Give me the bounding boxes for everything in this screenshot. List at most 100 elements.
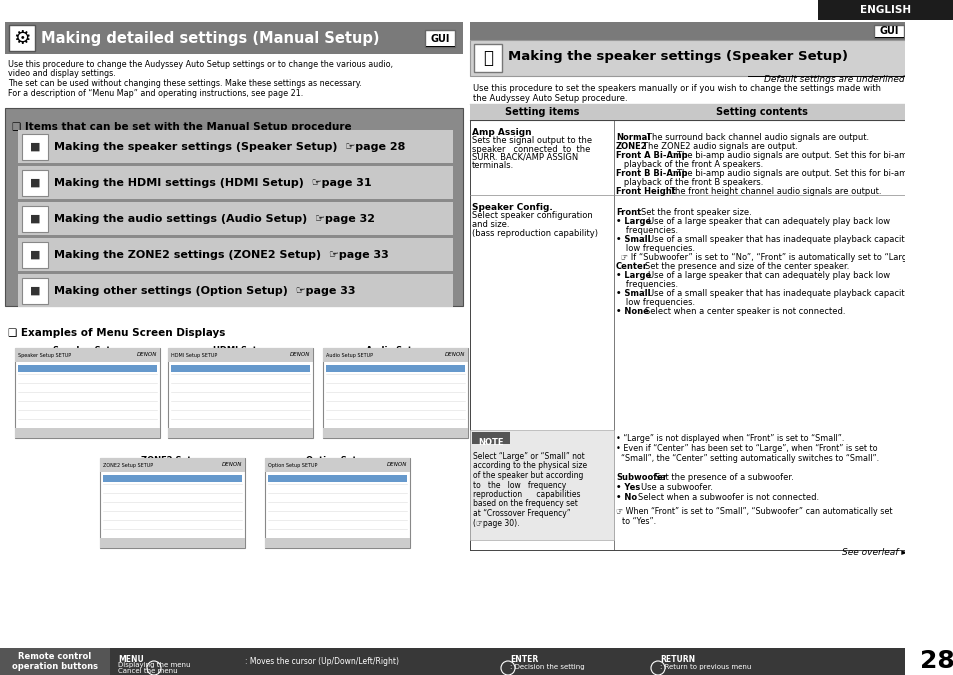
Text: ■: ■ bbox=[30, 286, 40, 296]
Text: : Use of a small speaker that has inadequate playback capacity for: : Use of a small speaker that has inadeq… bbox=[639, 289, 923, 298]
Text: Making other settings (Option Setup)  ☞page 33: Making other settings (Option Setup) ☞pa… bbox=[54, 286, 355, 296]
Bar bbox=[103, 475, 242, 482]
Text: Normal: Normal bbox=[616, 133, 650, 142]
Text: ■: ■ bbox=[30, 142, 40, 151]
Bar bbox=[470, 40, 911, 76]
Text: Making the speaker settings (Speaker Setup): Making the speaker settings (Speaker Set… bbox=[507, 50, 847, 63]
Text: • “Large” is not displayed when “Front” is set to “Small”.: • “Large” is not displayed when “Front” … bbox=[616, 434, 843, 443]
Text: The set can be used without changing these settings. Make these settings as nece: The set can be used without changing the… bbox=[8, 79, 361, 88]
Text: • Even if “Center” has been set to “Large”, when “Front” is set to: • Even if “Center” has been set to “Larg… bbox=[616, 444, 877, 453]
Bar bbox=[470, 430, 614, 540]
Bar bbox=[268, 475, 407, 482]
Bar bbox=[911, 20, 953, 90]
Bar bbox=[22, 134, 48, 159]
Bar bbox=[18, 202, 453, 235]
Text: : Moves the cursor (Up/Down/Left/Right): : Moves the cursor (Up/Down/Left/Right) bbox=[245, 657, 398, 666]
Bar bbox=[22, 169, 48, 196]
Text: Connections: Connections bbox=[929, 105, 935, 144]
Bar bbox=[817, 0, 953, 20]
Text: NOTE: NOTE bbox=[477, 438, 503, 447]
Text: to “Yes”.: to “Yes”. bbox=[621, 517, 656, 526]
Text: Option Setup SETUP: Option Setup SETUP bbox=[268, 462, 317, 468]
Text: DENON: DENON bbox=[290, 352, 310, 358]
Text: Default settings are underlined.: Default settings are underlined. bbox=[763, 75, 907, 84]
Bar bbox=[904, 0, 953, 675]
Text: GUI: GUI bbox=[430, 34, 449, 43]
Text: (bass reproduction capability): (bass reproduction capability) bbox=[472, 229, 598, 238]
Text: : The surround back channel audio signals are output.: : The surround back channel audio signal… bbox=[639, 133, 868, 142]
Text: Select speaker configuration: Select speaker configuration bbox=[472, 211, 592, 220]
Text: GUI: GUI bbox=[879, 26, 898, 36]
Bar bbox=[18, 365, 157, 372]
Bar bbox=[911, 230, 953, 299]
Text: ZONE2: ZONE2 bbox=[616, 142, 647, 151]
Bar bbox=[911, 300, 953, 369]
Text: ZONE2 Setup SETUP: ZONE2 Setup SETUP bbox=[103, 462, 153, 468]
Bar bbox=[100, 458, 245, 472]
Text: at “Crossover Frequency”: at “Crossover Frequency” bbox=[473, 509, 570, 518]
Text: : Return to previous menu: : Return to previous menu bbox=[659, 664, 751, 670]
Text: Making detailed settings (Manual Setup): Making detailed settings (Manual Setup) bbox=[41, 30, 379, 45]
Text: Speaker Setup: Speaker Setup bbox=[52, 346, 122, 355]
Text: DENON: DENON bbox=[221, 462, 242, 468]
Text: ■: ■ bbox=[30, 213, 40, 223]
Text: HDMI Setup SETUP: HDMI Setup SETUP bbox=[171, 352, 217, 358]
Bar bbox=[18, 130, 453, 163]
Text: • Large: • Large bbox=[616, 217, 651, 226]
Bar bbox=[911, 439, 953, 508]
Bar bbox=[472, 432, 510, 444]
Text: : The bi-amp audio signals are output. Set this for bi-amp: : The bi-amp audio signals are output. S… bbox=[668, 151, 912, 160]
Bar bbox=[15, 348, 160, 438]
Text: Front Height: Front Height bbox=[616, 187, 675, 196]
Text: : Select when a subwoofer is not connected.: : Select when a subwoofer is not connect… bbox=[629, 493, 819, 502]
Bar bbox=[911, 369, 953, 439]
Bar bbox=[18, 166, 453, 199]
Text: Front B Bi-Amp: Front B Bi-Amp bbox=[616, 169, 687, 178]
Text: : Select when a center speaker is not connected.: : Select when a center speaker is not co… bbox=[637, 307, 844, 316]
Text: • Small: • Small bbox=[616, 289, 650, 298]
Text: playback of the front B speakers.: playback of the front B speakers. bbox=[616, 178, 762, 187]
Text: : The bi-amp audio signals are output. Set this for bi-amp: : The bi-amp audio signals are output. S… bbox=[668, 169, 912, 178]
Text: (☞page 30).: (☞page 30). bbox=[473, 518, 519, 527]
Bar bbox=[171, 365, 310, 372]
Text: Information: Information bbox=[929, 456, 935, 492]
Bar bbox=[18, 238, 453, 271]
Bar bbox=[873, 25, 903, 38]
Text: Making the speaker settings (Speaker Setup)  ☞page 28: Making the speaker settings (Speaker Set… bbox=[54, 142, 405, 151]
Bar bbox=[911, 90, 953, 159]
Bar bbox=[22, 277, 48, 304]
Text: ENTER: ENTER bbox=[510, 655, 537, 664]
Bar bbox=[323, 348, 468, 438]
Text: ❑ Items that can be set with the Manual Setup procedure: ❑ Items that can be set with the Manual … bbox=[12, 122, 352, 132]
Text: See overleaf ►: See overleaf ► bbox=[841, 548, 907, 557]
Text: reproduction      capabilities: reproduction capabilities bbox=[473, 490, 579, 499]
Text: Cancel the menu: Cancel the menu bbox=[118, 668, 177, 674]
Text: terminals.: terminals. bbox=[472, 161, 514, 171]
Bar bbox=[470, 104, 909, 120]
Text: : Decision the setting: : Decision the setting bbox=[510, 664, 584, 670]
Text: video and display settings.: video and display settings. bbox=[8, 70, 115, 78]
Text: Setting items: Setting items bbox=[504, 107, 578, 117]
Bar bbox=[323, 348, 468, 362]
Text: of the speaker but according: of the speaker but according bbox=[473, 471, 583, 480]
Text: speaker   connected  to  the: speaker connected to the bbox=[472, 144, 590, 153]
Text: : Use a subwoofer.: : Use a subwoofer. bbox=[633, 483, 713, 492]
Text: Subwoofer: Subwoofer bbox=[616, 473, 666, 482]
Text: ■: ■ bbox=[30, 250, 40, 259]
Text: : Use of a large speaker that can adequately play back low: : Use of a large speaker that can adequa… bbox=[639, 217, 890, 226]
Text: low frequencies.: low frequencies. bbox=[618, 244, 695, 253]
Text: Multi-Zone: Multi-Zone bbox=[929, 317, 935, 351]
Bar bbox=[22, 242, 48, 267]
Bar bbox=[911, 160, 953, 230]
Text: ☞ When “Front” is set to “Small”, “Subwoofer” can automatically set: ☞ When “Front” is set to “Small”, “Subwo… bbox=[616, 507, 892, 516]
Bar bbox=[265, 538, 410, 548]
Bar bbox=[5, 22, 462, 54]
Text: : Set the presence and size of the center speaker.: : Set the presence and size of the cente… bbox=[637, 262, 848, 271]
Text: Audio Setup: Audio Setup bbox=[366, 346, 424, 355]
Bar bbox=[5, 108, 462, 306]
Text: according to the physical size: according to the physical size bbox=[473, 462, 586, 470]
Text: Amp Assign: Amp Assign bbox=[472, 128, 531, 137]
Text: Use this procedure to change the Audyssey Auto Setup settings or to change the v: Use this procedure to change the Audysse… bbox=[8, 60, 393, 69]
Text: • Yes: • Yes bbox=[616, 483, 639, 492]
Text: Sets the signal output to the: Sets the signal output to the bbox=[472, 136, 592, 145]
